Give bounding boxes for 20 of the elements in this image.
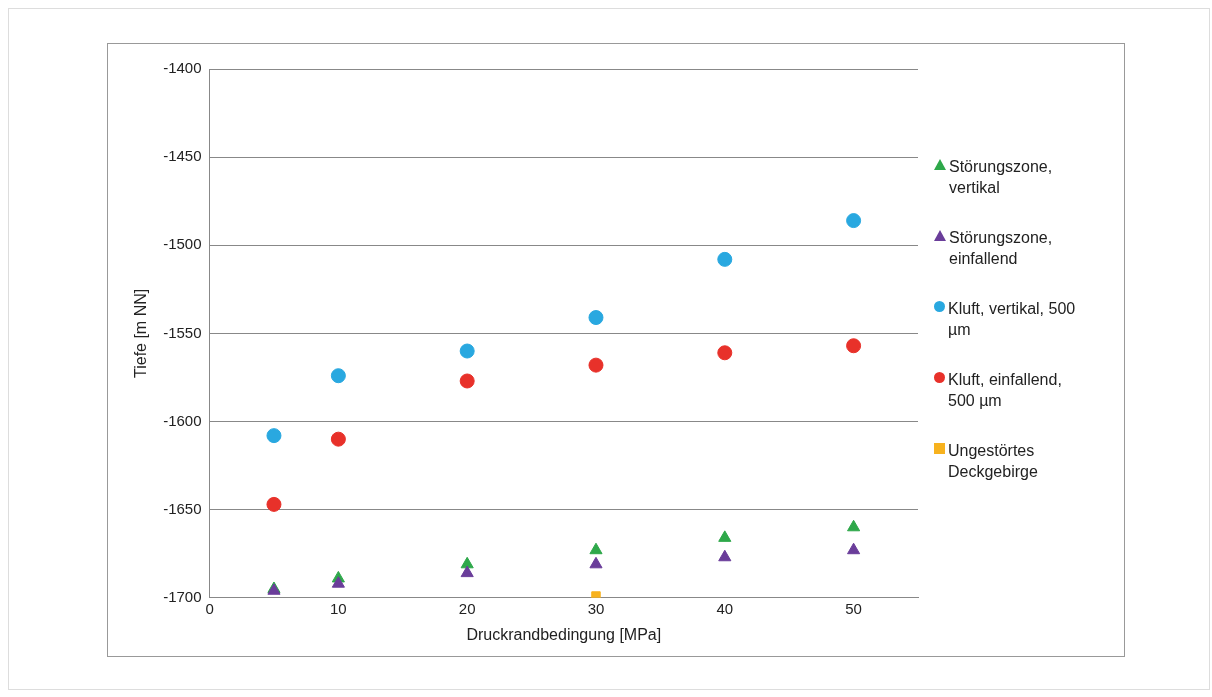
x-tick-label: 30 bbox=[587, 599, 605, 617]
y-tick-label: -1700 bbox=[163, 587, 202, 605]
x-tick-label: 10 bbox=[330, 599, 347, 617]
legend-label: Störungszone, vertikal bbox=[949, 157, 1054, 198]
y-tick-label: -1600 bbox=[163, 411, 202, 429]
legend-label: Störungszone, einfallend bbox=[949, 228, 1054, 269]
x-tick-label: 50 bbox=[845, 599, 862, 617]
y-axis-title: Tiefe [m NN] bbox=[132, 288, 150, 378]
y-tick-label: -1550 bbox=[163, 323, 202, 341]
x-tick-label: 40 bbox=[716, 599, 734, 617]
y-tick-label: -1650 bbox=[163, 499, 202, 517]
x-tick-label: 0 bbox=[205, 599, 214, 617]
legend-label: Kluft, einfallend, 500 µm bbox=[948, 370, 1063, 411]
legend-label: Kluft, vertikal, 500 µm bbox=[948, 299, 1077, 340]
y-tick-label: -1450 bbox=[163, 147, 202, 165]
legend-label: Ungestörtes Deckgebirge bbox=[948, 441, 1039, 482]
x-tick-label: 20 bbox=[458, 599, 476, 617]
y-tick-label: -1500 bbox=[163, 235, 202, 253]
y-tick-label: -1400 bbox=[163, 59, 202, 77]
x-axis-title: Druckrandbedingung [MPa] bbox=[466, 625, 662, 643]
